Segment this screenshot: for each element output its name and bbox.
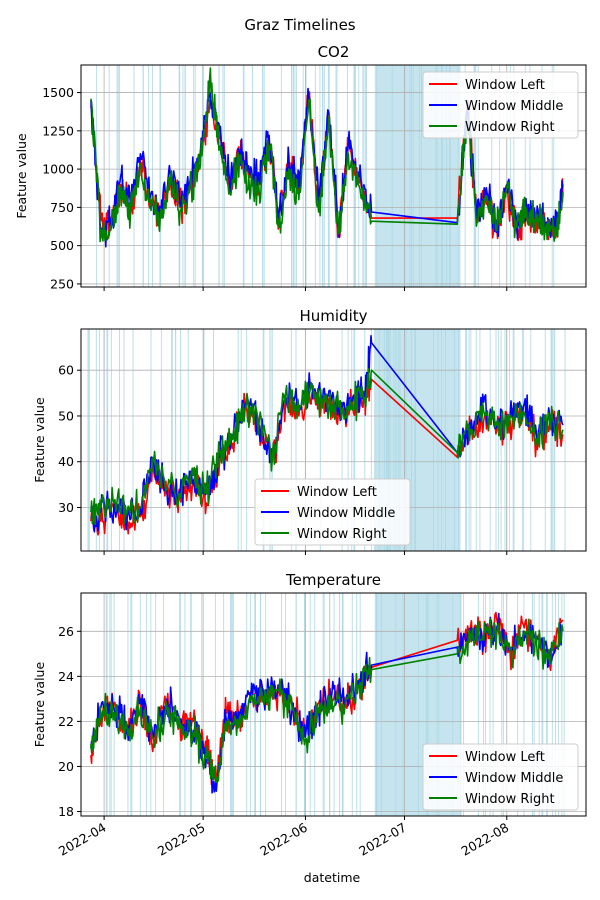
y-tick-label: 20 <box>58 759 74 774</box>
y-tick-label: 750 <box>50 200 74 215</box>
y-tick-label: 50 <box>58 408 74 423</box>
figure-title: Graz Timelines <box>244 16 355 34</box>
panel-humidity: 30 40 50 60 Humidity Feature value Window Left… <box>32 307 587 555</box>
legend-label: Window Middle <box>465 771 563 786</box>
panels: 250 500 750 1000 1250 1500 CO2 Feature value Win… <box>14 43 587 859</box>
series-line-window-right <box>90 618 564 784</box>
y-axis-label: Feature value <box>14 133 29 219</box>
legend-label: Window Left <box>297 485 377 500</box>
series-line-window-right <box>90 368 564 526</box>
y-tick-label: 1000 <box>42 162 74 177</box>
y-axis-label: Feature value <box>32 397 47 483</box>
legend-label: Window Left <box>465 78 545 93</box>
y-tick-label: 40 <box>58 454 74 469</box>
y-tick-label: 22 <box>58 714 74 729</box>
y-tick-label: 26 <box>58 624 74 639</box>
y-tick-label: 500 <box>50 238 74 253</box>
y-tick-label: 18 <box>58 804 74 819</box>
panel-title: CO2 <box>318 43 350 61</box>
legend: Window Left Window Middle Window Right <box>422 71 579 139</box>
y-tick-label: 24 <box>58 669 74 684</box>
y-tick-label: 250 <box>50 276 74 291</box>
legend: Window Left Window Middle Window Right <box>254 478 411 546</box>
panel-co2: 250 500 750 1000 1250 1500 CO2 Feature value Win… <box>14 43 587 291</box>
plot-area <box>81 329 586 551</box>
axes-frame <box>80 64 587 288</box>
legend-box <box>254 478 411 546</box>
y-tick-label: 1250 <box>42 123 74 138</box>
x-tick-label: 2022-05 <box>155 820 208 859</box>
axes-frame <box>80 592 587 817</box>
y-tick-label: 30 <box>58 500 74 515</box>
panel-title: Humidity <box>299 307 367 325</box>
legend-label: Window Middle <box>465 99 563 114</box>
x-tick-label: 2022-06 <box>257 820 310 859</box>
x-axis-label: datetime <box>304 870 361 885</box>
legend-label: Window Right <box>465 792 555 807</box>
x-tick-label: 2022-08 <box>459 820 512 859</box>
x-tick-label: 2022-04 <box>56 820 109 859</box>
panel-temperature: 18 20 22 24 26 2022-04 2022-05 2022-06 2022-07 20… <box>32 571 587 859</box>
legend: Window Left Window Middle Window Right <box>422 743 579 811</box>
y-axis-label: Feature value <box>32 662 47 748</box>
legend-label: Window Right <box>465 120 555 135</box>
legend-box <box>422 743 579 811</box>
y-tick-label: 1500 <box>42 85 74 100</box>
axes-frame <box>80 328 587 552</box>
series-line-window-right <box>90 67 564 243</box>
legend-label: Window Middle <box>297 506 395 521</box>
legend-label: Window Right <box>297 527 387 542</box>
legend-label: Window Left <box>465 750 545 765</box>
y-tick-label: 60 <box>58 363 74 378</box>
legend-box <box>422 71 579 139</box>
panel-title: Temperature <box>285 571 381 589</box>
x-tick-label: 2022-07 <box>356 820 409 859</box>
